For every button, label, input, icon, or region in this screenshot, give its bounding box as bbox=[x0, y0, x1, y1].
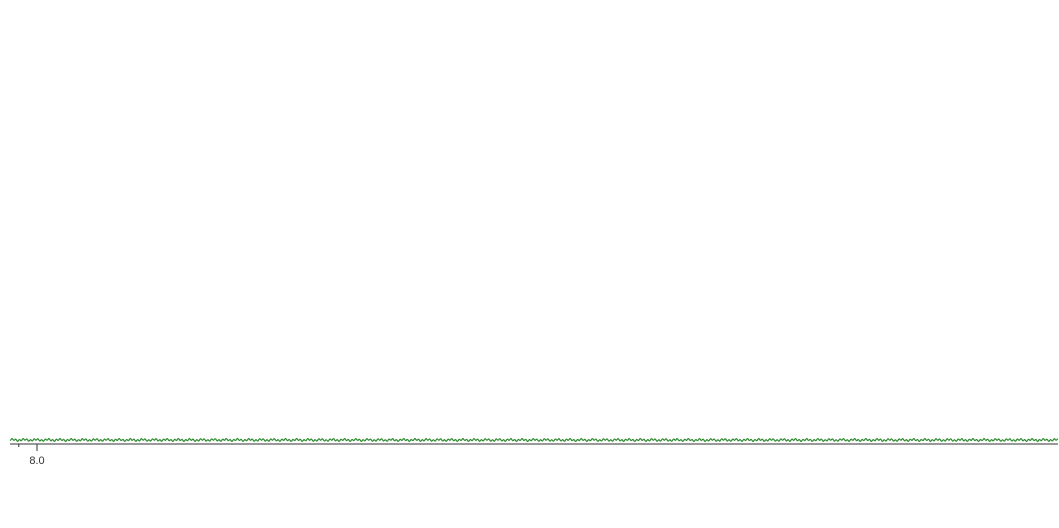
x-axis-ticks: 8.07.06.05.04.03.0 bbox=[18, 444, 45, 467]
x-tick-label: 8.0 bbox=[29, 455, 44, 467]
spectrum-trace bbox=[9, 437, 1059, 443]
